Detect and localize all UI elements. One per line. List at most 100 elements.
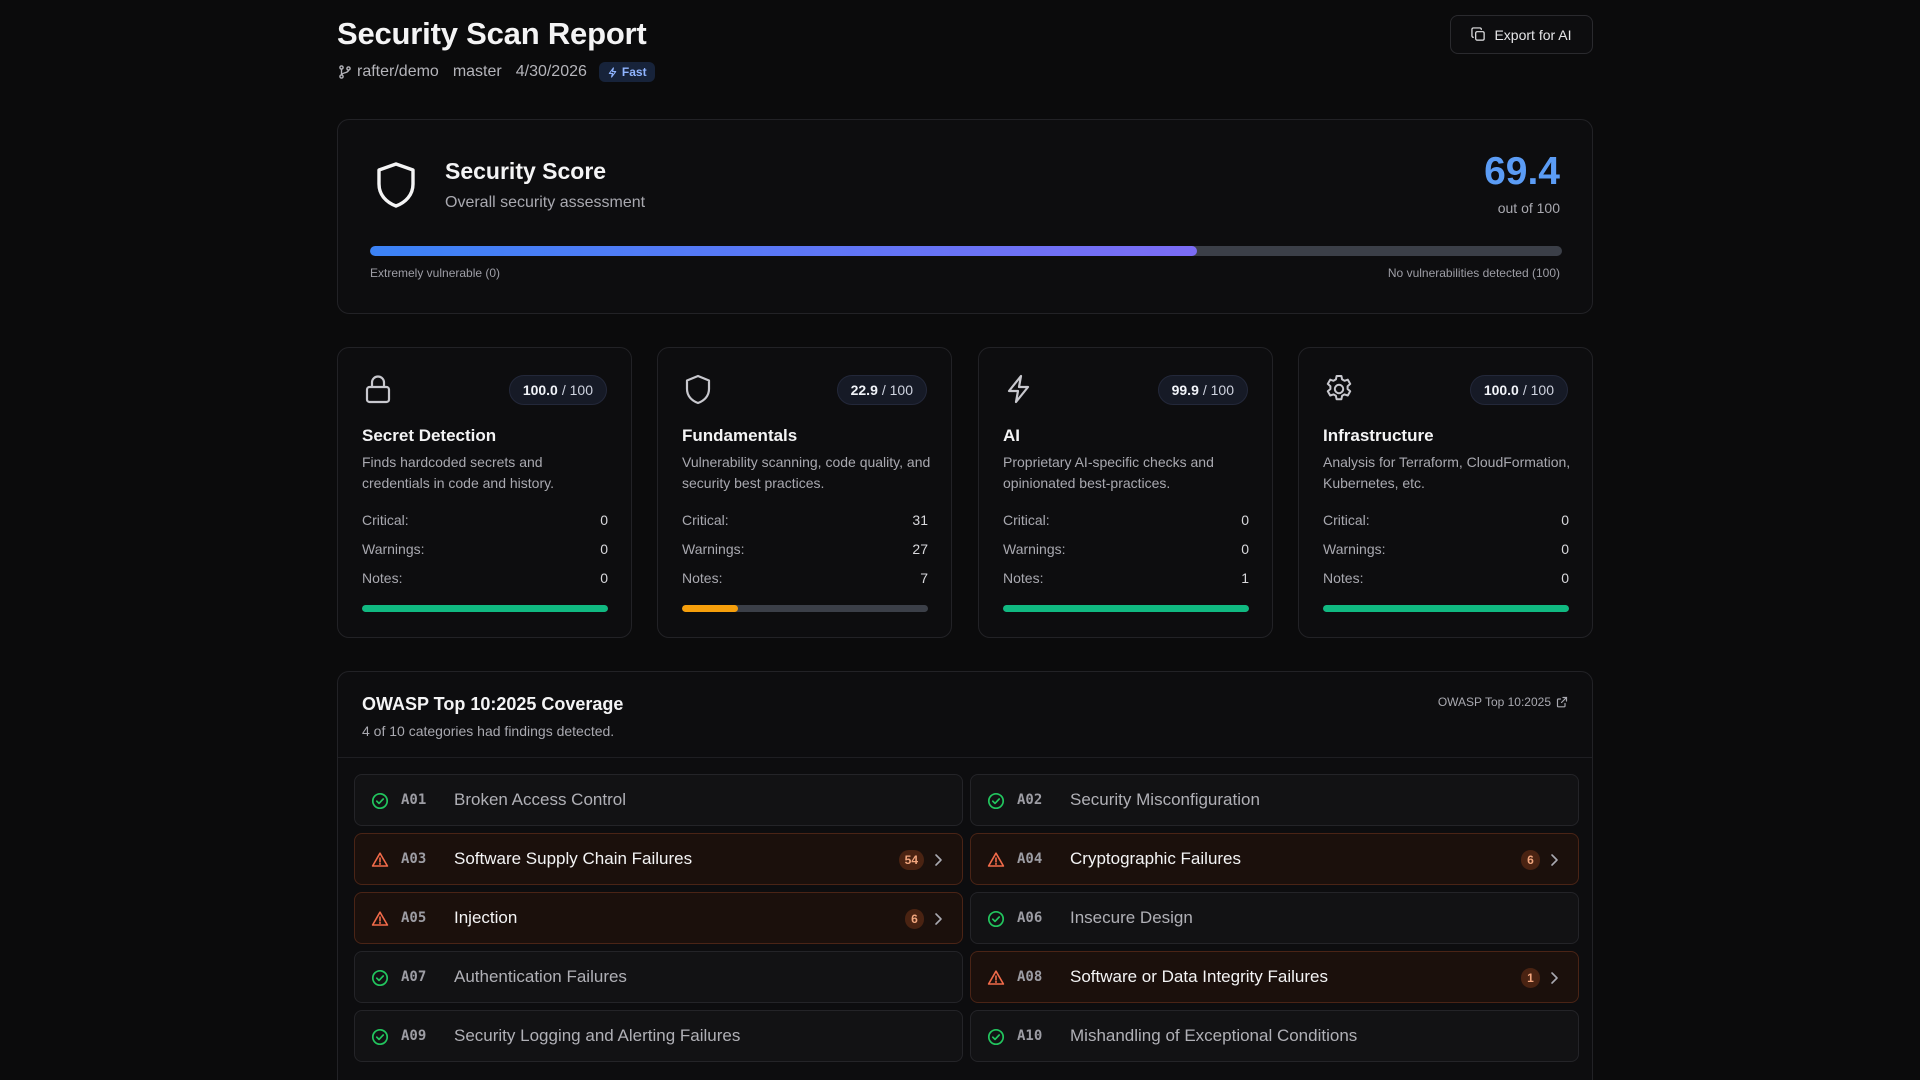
category-cards: 100.0/ 100 Secret Detection Finds hardco… — [337, 347, 1593, 638]
check-circle-icon — [371, 792, 389, 810]
category-description: Analysis for Terraform, CloudFormation, … — [1323, 454, 1571, 491]
chevron-right-icon — [1551, 972, 1558, 984]
shield-icon — [377, 162, 415, 208]
export-label: Export for AI — [1494, 26, 1572, 43]
category-progress-fill — [362, 605, 608, 612]
owasp-item-a09: A09 Security Logging and Alerting Failure… — [354, 1010, 963, 1062]
owasp-code: A05 — [401, 910, 427, 926]
owasp-item-a02: A02 Security Misconfiguration — [970, 774, 1579, 826]
scale-low-label: Extremely vulnerable (0) — [370, 266, 501, 280]
owasp-code: A08 — [1017, 969, 1043, 985]
category-card-ai: 99.9/ 100 AI Proprietary AI-specific che… — [978, 347, 1273, 638]
category-progress-fill — [1003, 605, 1249, 612]
warning-triangle-icon — [987, 970, 1005, 985]
category-progress-bar — [682, 605, 928, 612]
gear-icon — [1326, 375, 1352, 401]
owasp-name: Security Logging and Alerting Failures — [454, 1026, 741, 1045]
critical-stat: Critical: 31 — [682, 512, 928, 528]
finding-count-badge: 1 — [1521, 968, 1540, 988]
category-score-badge: 99.9/ 100 — [1157, 375, 1248, 405]
owasp-subtitle: 4 of 10 categories had findings detected… — [362, 723, 615, 739]
owasp-name: Authentication Failures — [454, 967, 627, 986]
owasp-external-link[interactable]: OWASP Top 10:2025 — [1438, 695, 1568, 709]
score-title: Security Score — [445, 158, 607, 184]
warning-triangle-icon — [371, 852, 389, 867]
owasp-code: A06 — [1017, 910, 1043, 926]
owasp-code: A07 — [401, 969, 427, 985]
warning-triangle-icon — [371, 911, 389, 926]
owasp-item-a03[interactable]: A03 Software Supply Chain Failures 54 — [354, 833, 963, 885]
chevron-right-icon — [935, 854, 942, 866]
report-header: Security Scan Report rafter/demo master … — [337, 0, 1593, 120]
category-progress-bar — [362, 605, 608, 612]
owasp-item-a06: A06 Insecure Design — [970, 892, 1579, 944]
category-description: Finds hardcoded secrets and credentials … — [362, 454, 554, 491]
critical-stat: Critical: 0 — [362, 512, 608, 528]
notes-stat: Notes: 7 — [682, 570, 928, 586]
owasp-name: Mishandling of Exceptional Conditions — [1070, 1026, 1358, 1045]
warnings-stat: Warnings: 27 — [682, 541, 928, 557]
lightning-icon — [1007, 374, 1030, 404]
category-progress-bar — [1003, 605, 1249, 612]
category-score-badge: 100.0/ 100 — [508, 375, 607, 405]
owasp-code: A01 — [401, 792, 427, 808]
security-score-card: Security Score Overall security assessme… — [337, 119, 1593, 314]
score-subtitle: Overall security assessment — [445, 194, 646, 211]
branch-name: master — [452, 63, 502, 80]
category-progress-fill — [682, 605, 739, 612]
owasp-code: A02 — [1017, 792, 1043, 808]
category-card-secret-detection: 100.0/ 100 Secret Detection Finds hardco… — [337, 347, 632, 638]
check-circle-icon — [371, 969, 389, 987]
owasp-code: A09 — [401, 1028, 427, 1044]
shield-icon — [685, 374, 711, 405]
critical-stat: Critical: 0 — [1323, 512, 1569, 528]
category-name: Infrastructure — [1323, 426, 1434, 445]
check-circle-icon — [987, 792, 1005, 810]
category-score-badge: 22.9/ 100 — [836, 375, 927, 405]
owasp-item-a05[interactable]: A05 Injection 6 — [354, 892, 963, 944]
scan-date: 4/30/2026 — [515, 63, 587, 80]
category-progress-bar — [1323, 605, 1569, 612]
owasp-link-label: OWASP Top 10:2025 — [1437, 695, 1551, 709]
owasp-title: OWASP Top 10:2025 Coverage — [362, 694, 624, 714]
scale-high-label: No vulnerabilities detected (100) — [1387, 266, 1560, 280]
scan-mode-label: Fast — [621, 65, 647, 79]
category-description: Vulnerability scanning, code quality, an… — [682, 454, 931, 491]
category-score-badge: 100.0/ 100 — [1469, 375, 1568, 405]
lock-icon — [365, 375, 391, 404]
external-link-icon — [1556, 696, 1568, 708]
finding-count-badge: 54 — [898, 850, 924, 870]
category-name: Fundamentals — [682, 426, 798, 445]
category-progress-fill — [1323, 605, 1569, 612]
critical-stat: Critical: 0 — [1003, 512, 1249, 528]
warning-triangle-icon — [987, 852, 1005, 867]
owasp-item-a04[interactable]: A04 Cryptographic Failures 6 — [970, 833, 1579, 885]
score-progress-fill — [370, 246, 1198, 256]
owasp-item-a08[interactable]: A08 Software or Data Integrity Failures 1 — [970, 951, 1579, 1003]
chevron-right-icon — [1551, 854, 1558, 866]
category-name: AI — [1003, 426, 1020, 445]
page-title: Security Scan Report — [337, 16, 647, 51]
score-progress-bar — [370, 246, 1562, 256]
lightning-icon — [608, 66, 617, 78]
export-for-ai-button[interactable]: Export for AI — [1450, 15, 1593, 54]
warnings-stat: Warnings: 0 — [362, 541, 608, 557]
finding-count-badge: 6 — [905, 909, 924, 929]
category-card-infrastructure: 100.0/ 100 Infrastructure Analysis for T… — [1298, 347, 1593, 638]
git-branch-icon — [339, 65, 351, 79]
category-name: Secret Detection — [362, 426, 497, 445]
owasp-name: Insecure Design — [1070, 908, 1193, 927]
scan-meta: rafter/demo master 4/30/2026 Fast — [337, 62, 655, 82]
owasp-name: Cryptographic Failures — [1070, 849, 1242, 868]
owasp-code: A04 — [1017, 851, 1043, 867]
owasp-item-a07: A07 Authentication Failures — [354, 951, 963, 1003]
chevron-right-icon — [935, 913, 942, 925]
owasp-name: Broken Access Control — [454, 790, 626, 809]
check-circle-icon — [987, 1028, 1005, 1046]
owasp-name: Security Misconfiguration — [1070, 790, 1260, 809]
check-circle-icon — [371, 1028, 389, 1046]
warnings-stat: Warnings: 0 — [1323, 541, 1569, 557]
repo-name: rafter/demo — [357, 63, 439, 80]
copy-icon — [1471, 27, 1486, 41]
score-out-of: out of 100 — [1497, 200, 1560, 216]
